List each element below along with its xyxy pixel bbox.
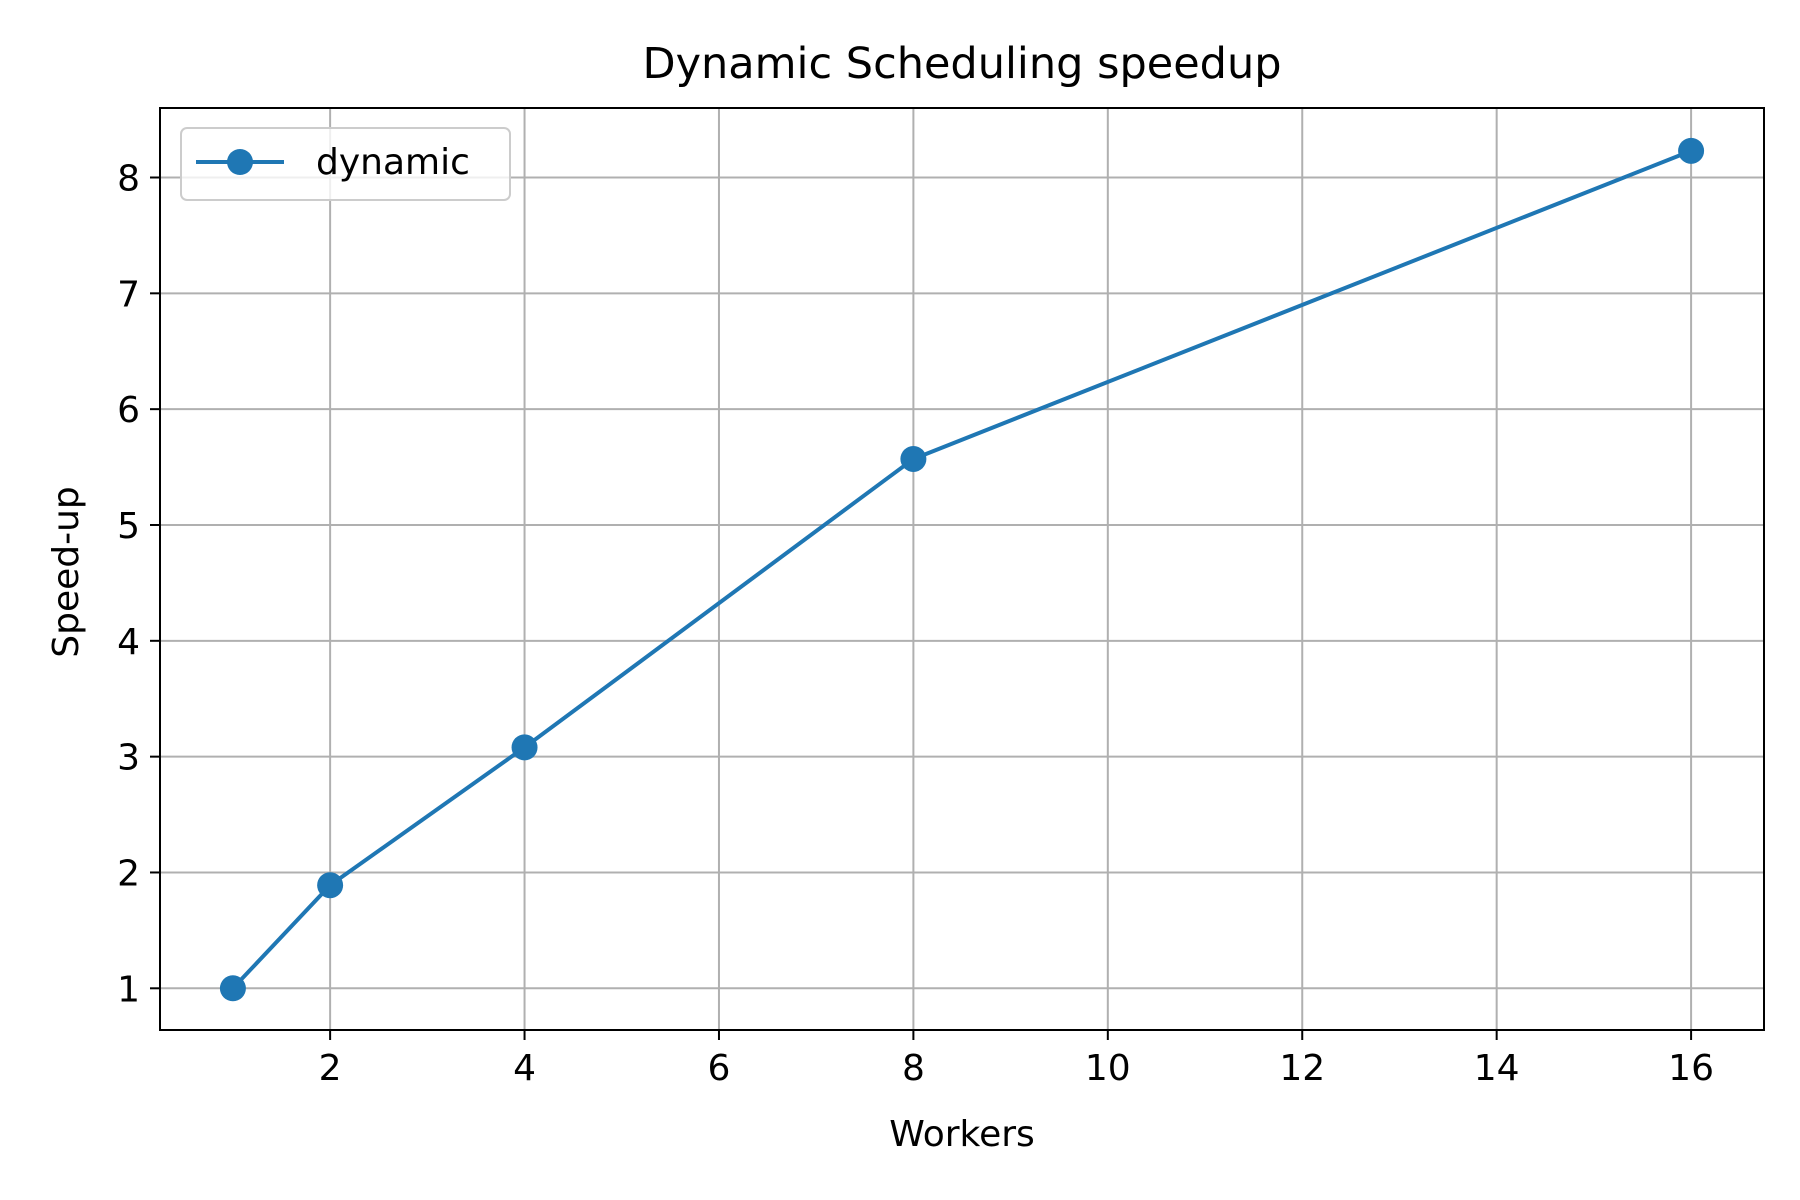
- series-layer: [219, 137, 1705, 1002]
- y-tick-label: 4: [117, 622, 140, 663]
- x-tick-label: 6: [708, 1048, 731, 1089]
- x-tick-label: 10: [1085, 1048, 1131, 1089]
- x-axis-label: Workers: [889, 1114, 1035, 1155]
- y-tick-label: 6: [117, 390, 140, 431]
- legend-label-dynamic: dynamic: [316, 142, 470, 183]
- x-tick-label: 16: [1668, 1048, 1714, 1089]
- data-point-dynamic: [219, 975, 246, 1002]
- data-point-dynamic: [1678, 137, 1705, 164]
- x-tick-label: 14: [1474, 1048, 1520, 1089]
- grid-layer: [160, 108, 1764, 1030]
- data-point-dynamic: [900, 445, 927, 472]
- x-tick-label: 4: [513, 1048, 536, 1089]
- y-tick-label: 1: [117, 969, 140, 1010]
- chart-title: Dynamic Scheduling speedup: [642, 39, 1281, 89]
- legend-box: [180, 127, 511, 201]
- x-tick-label: 8: [902, 1048, 925, 1089]
- y-tick-label: 8: [117, 158, 140, 199]
- legend: dynamic: [180, 127, 511, 201]
- plot-frame: [159, 107, 1765, 1031]
- y-tick-label: 2: [117, 853, 140, 894]
- y-axis-label: Speed-up: [46, 486, 87, 658]
- data-point-dynamic: [511, 734, 538, 761]
- legend-marker-swatch: [227, 149, 253, 175]
- x-tick-label: 12: [1279, 1048, 1325, 1089]
- x-tick-label: 2: [319, 1048, 342, 1089]
- data-point-dynamic: [317, 872, 344, 899]
- y-tick-label: 3: [117, 738, 140, 779]
- y-tick-label: 7: [117, 274, 140, 315]
- y-tick-label: 5: [117, 506, 140, 547]
